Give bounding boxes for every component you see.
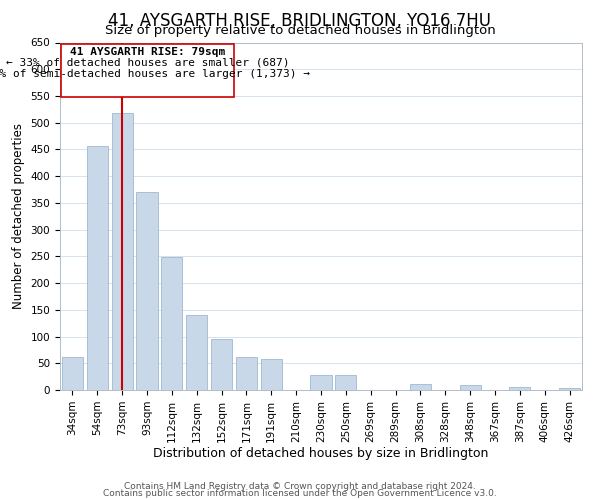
Bar	[87, 146, 108, 390]
Bar	[62, 357, 83, 390]
Y-axis label: Number of detached properties: Number of detached properties	[12, 123, 25, 309]
Text: Size of property relative to detached houses in Bridlington: Size of property relative to detached ho…	[104, 24, 496, 37]
Bar	[410, 384, 431, 390]
FancyBboxPatch shape	[61, 44, 234, 97]
Text: Contains public sector information licensed under the Open Government Licence v3: Contains public sector information licen…	[103, 488, 497, 498]
Bar	[261, 359, 282, 390]
Bar	[559, 388, 580, 390]
Text: ← 33% of detached houses are smaller (687): ← 33% of detached houses are smaller (68…	[6, 58, 289, 68]
Bar	[310, 375, 332, 390]
Bar	[136, 192, 158, 390]
Bar	[161, 257, 182, 390]
Bar	[509, 388, 530, 390]
Bar	[186, 315, 207, 390]
Bar	[236, 357, 257, 390]
X-axis label: Distribution of detached houses by size in Bridlington: Distribution of detached houses by size …	[154, 448, 488, 460]
Bar	[211, 339, 232, 390]
Bar	[335, 375, 356, 390]
Bar	[460, 384, 481, 390]
Text: 66% of semi-detached houses are larger (1,373) →: 66% of semi-detached houses are larger (…	[0, 69, 310, 79]
Text: Contains HM Land Registry data © Crown copyright and database right 2024.: Contains HM Land Registry data © Crown c…	[124, 482, 476, 491]
Text: 41, AYSGARTH RISE, BRIDLINGTON, YO16 7HU: 41, AYSGARTH RISE, BRIDLINGTON, YO16 7HU	[109, 12, 491, 30]
Bar	[112, 112, 133, 390]
Text: 41 AYSGARTH RISE: 79sqm: 41 AYSGARTH RISE: 79sqm	[70, 46, 225, 56]
